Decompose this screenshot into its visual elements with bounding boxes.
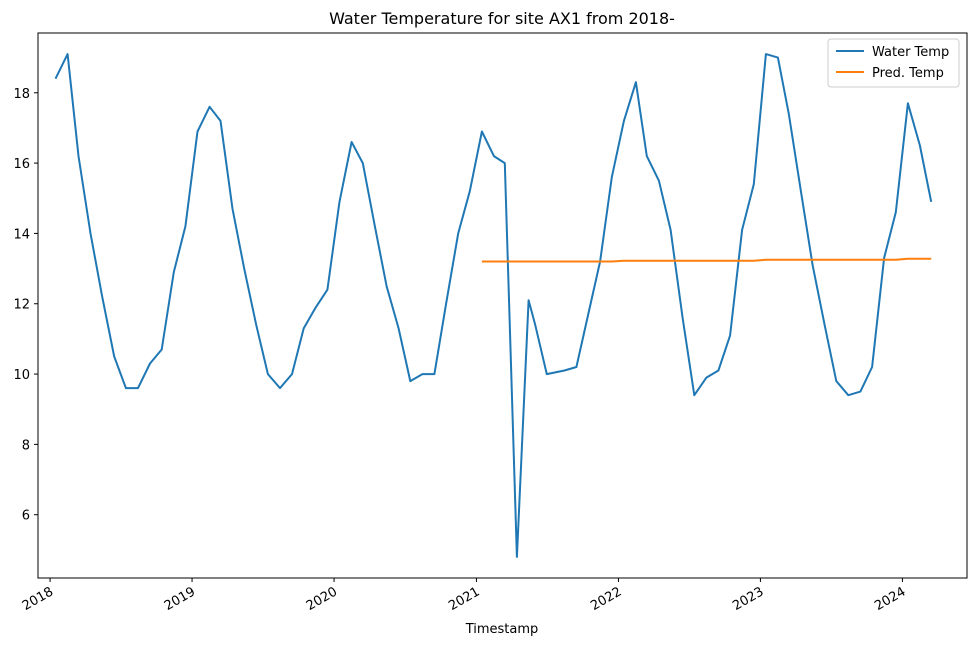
- x-axis-label: Timestamp: [465, 622, 539, 637]
- y-tick-label: 18: [13, 87, 30, 102]
- x-tick-label: 2020: [304, 584, 340, 614]
- x-tick-label: 2022: [588, 584, 624, 614]
- y-tick-label: 10: [13, 368, 30, 383]
- y-axis: 6 8 10 12 14 16 18: [13, 87, 38, 524]
- series-line-water-temp: [54, 53, 933, 558]
- x-tick-label: 2024: [872, 584, 908, 614]
- x-tick-label: 2018: [20, 584, 56, 614]
- y-tick-label: 16: [13, 157, 30, 172]
- legend: Water Temp Pred. Temp: [827, 38, 960, 88]
- legend-label-pred-temp: Pred. Temp: [872, 66, 944, 81]
- y-tick-label: 8: [22, 438, 30, 453]
- x-tick-label: 2023: [730, 584, 766, 614]
- legend-label-water-temp: Water Temp: [872, 45, 949, 60]
- y-tick-label: 6: [22, 509, 30, 524]
- plot-area-frame: [37, 32, 968, 579]
- x-axis: 2018 2019 2020 2021 2022 2023 2024: [20, 578, 908, 614]
- x-tick-label: 2021: [446, 584, 482, 614]
- series-layer: [54, 53, 933, 558]
- y-tick-label: 12: [13, 298, 30, 313]
- series-line-pred-temp: [481, 257, 932, 263]
- x-tick-label: 2019: [162, 584, 198, 614]
- chart-title: Water Temperature for site AX1 from 2018…: [329, 9, 675, 28]
- y-tick-label: 14: [13, 227, 30, 242]
